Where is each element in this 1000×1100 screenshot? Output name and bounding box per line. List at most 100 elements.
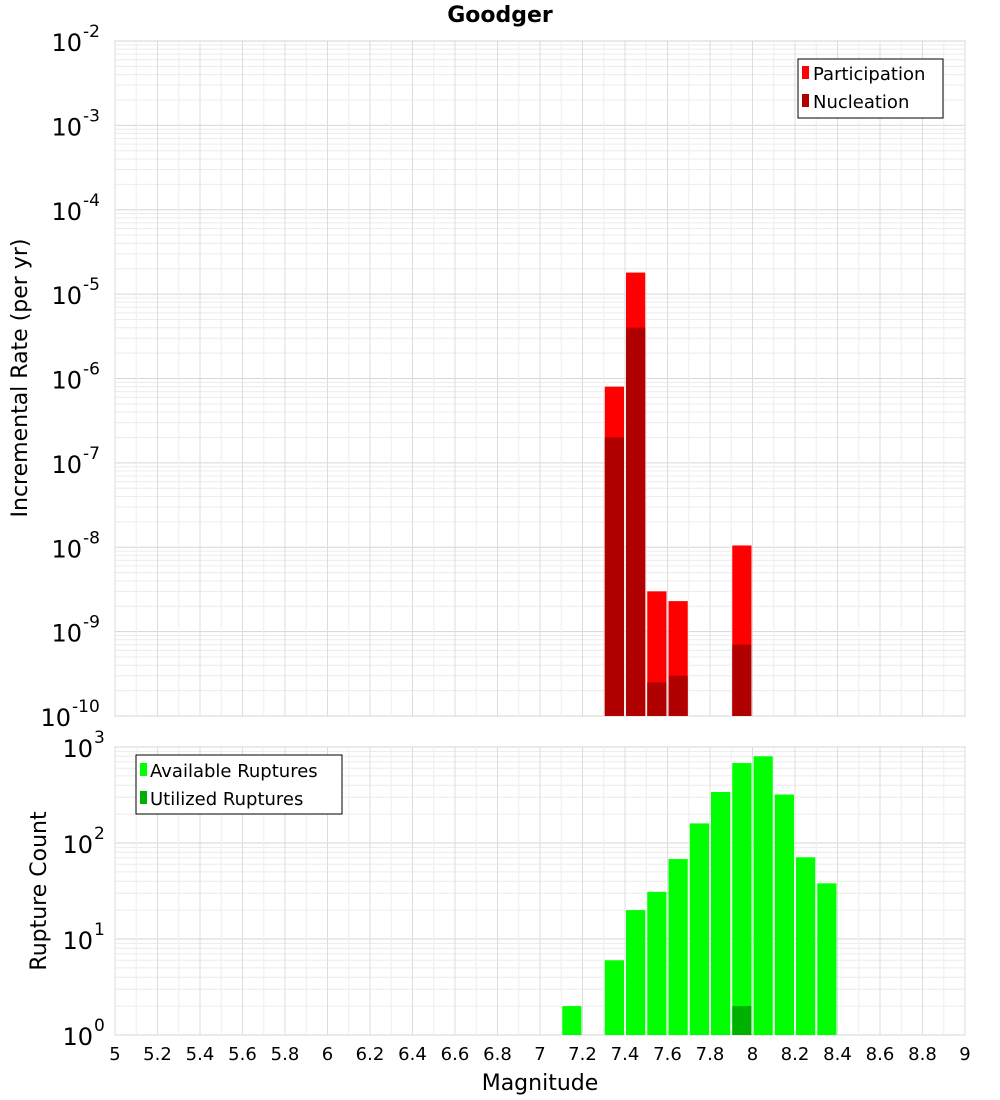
x-tick-label: 5.8 (271, 1044, 300, 1065)
top-y-tick-base: 10 (40, 704, 71, 732)
x-tick-label: 7.6 (653, 1044, 682, 1065)
top-y-tick: 10 -6 (51, 360, 100, 395)
x-tick-label: 7 (534, 1044, 545, 1065)
bottom-legend-box (135, 754, 343, 815)
x-tick-label: 6.2 (356, 1044, 385, 1065)
bottom-bar-available-ruptures (817, 883, 837, 1035)
top-y-tick: 10 -2 (51, 22, 100, 57)
top-y-tick-exponent: -7 (83, 444, 100, 464)
top-y-tick-base: 10 (51, 620, 82, 648)
x-tick-label: 6 (322, 1044, 333, 1065)
x-tick-label: 7.4 (611, 1044, 640, 1065)
top-y-tick-exponent: -2 (83, 22, 100, 42)
top-bar-nucleation (647, 682, 667, 716)
legend-swatch-utilized (140, 791, 147, 804)
x-tick-label: 5.4 (186, 1044, 215, 1065)
bottom-y-tick-base: 10 (62, 1023, 93, 1051)
x-tick-label: 6.4 (398, 1044, 427, 1065)
bottom-y-axis-label: Rupture Count (27, 811, 52, 971)
bottom-y-tick-base: 10 (62, 927, 93, 955)
legend-label-utilized: Utilized Ruptures (150, 789, 303, 810)
bottom-y-tick-base: 10 (62, 735, 93, 763)
bottom-bar-available-ruptures (562, 1006, 582, 1035)
bottom-y-tick-base: 10 (62, 831, 93, 859)
bottom-y-tick-exponent: 0 (94, 1016, 105, 1036)
legend-label-participation: Participation (813, 64, 925, 85)
x-tick-labels: 5 5.2 5.4 5.6 5.8 6 6.2 6.4 6.6 6.8 7 7.2 7.4 7.6 7.8 8… (109, 1044, 970, 1065)
top-y-axis-label: Incremental Rate (per yr) (8, 239, 33, 518)
legend-label-nucleation: Nucleation (813, 92, 909, 113)
top-bar-nucleation (626, 327, 646, 716)
top-y-tick-exponent: -6 (83, 360, 100, 380)
legend-swatch-available (140, 763, 147, 776)
top-y-tick-base: 10 (51, 113, 82, 141)
top-y-tick: 10 -7 (51, 444, 100, 479)
bottom-bar-utilized-ruptures (732, 1006, 752, 1035)
top-bars (604, 272, 752, 716)
bottom-y-tick: 10 0 (62, 1016, 104, 1051)
top-y-tick-base: 10 (51, 198, 82, 226)
bottom-bar-available-ruptures (796, 857, 816, 1035)
bottom-bar-available-ruptures (711, 791, 731, 1035)
x-tick-label: 5.2 (143, 1044, 172, 1065)
x-tick-label: 8.4 (823, 1044, 852, 1065)
bottom-y-tick: 10 2 (62, 824, 104, 859)
legend-label-available: Available Ruptures (150, 761, 318, 782)
top-y-tick-exponent: -8 (83, 528, 100, 548)
x-tick-label: 9 (959, 1044, 970, 1065)
bottom-y-tick-exponent: 2 (94, 824, 105, 844)
bottom-bar-available-ruptures (626, 910, 646, 1035)
top-y-tick: 10 -3 (51, 106, 100, 141)
x-tick-label: 8 (747, 1044, 758, 1065)
bottom-bar-available-ruptures (753, 756, 773, 1035)
top-y-tick-labels: 10-210-310-410-510-610-710-810-910-10 (40, 22, 100, 732)
top-panel: 10-210-310-410-510-610-710-810-910-10 In… (8, 22, 966, 732)
legend-swatch-nucleation (802, 94, 809, 107)
x-tick-label: 6.6 (441, 1044, 470, 1065)
bottom-y-tick: 10 3 (62, 728, 104, 763)
bottom-y-tick: 10 1 (62, 920, 104, 955)
bottom-legend: Available Ruptures Utilized Ruptures (135, 754, 343, 815)
top-y-tick-base: 10 (51, 282, 82, 310)
x-tick-label: 7.8 (696, 1044, 725, 1065)
top-legend-box (797, 58, 944, 119)
x-tick-label: 7.2 (568, 1044, 597, 1065)
top-y-tick: 10 -5 (51, 275, 100, 310)
top-y-tick-exponent: -9 (83, 613, 100, 633)
x-tick-label: 5.6 (228, 1044, 257, 1065)
top-y-tick: 10 -10 (40, 697, 99, 732)
chart-title: Goodger (447, 3, 553, 28)
top-y-tick-exponent: -4 (83, 191, 100, 211)
bottom-bar-available-ruptures (774, 794, 794, 1035)
bottom-bars (562, 756, 837, 1035)
top-y-tick-base: 10 (51, 29, 82, 57)
bottom-bar-available-ruptures (732, 763, 752, 1035)
bottom-bar-available-ruptures (604, 960, 624, 1035)
top-y-tick-exponent: -10 (72, 697, 100, 717)
legend-swatch-participation (802, 66, 809, 79)
x-tick-label: 8.2 (781, 1044, 810, 1065)
x-tick-label: 6.8 (483, 1044, 512, 1065)
x-axis-label: Magnitude (482, 1071, 599, 1096)
top-y-tick-base: 10 (51, 367, 82, 395)
top-y-tick-base: 10 (51, 535, 82, 563)
top-gridlines (114, 40, 966, 717)
top-y-tick-base: 10 (51, 451, 82, 479)
top-y-tick-exponent: -5 (83, 275, 100, 295)
top-bar-nucleation (604, 437, 624, 716)
top-bar-nucleation (668, 675, 688, 716)
bottom-bar-available-ruptures (689, 823, 709, 1035)
top-bar-nucleation (732, 644, 752, 716)
top-y-tick: 10 -9 (51, 613, 100, 648)
bottom-y-tick-exponent: 1 (94, 920, 105, 940)
top-legend: Participation Nucleation (797, 58, 944, 119)
bottom-y-tick-exponent: 3 (94, 728, 105, 748)
bottom-bar-available-ruptures (668, 859, 688, 1035)
top-y-tick: 10 -8 (51, 528, 100, 563)
x-tick-label: 8.6 (866, 1044, 895, 1065)
top-y-tick-exponent: -3 (83, 106, 100, 126)
bottom-bar-available-ruptures (647, 891, 667, 1035)
